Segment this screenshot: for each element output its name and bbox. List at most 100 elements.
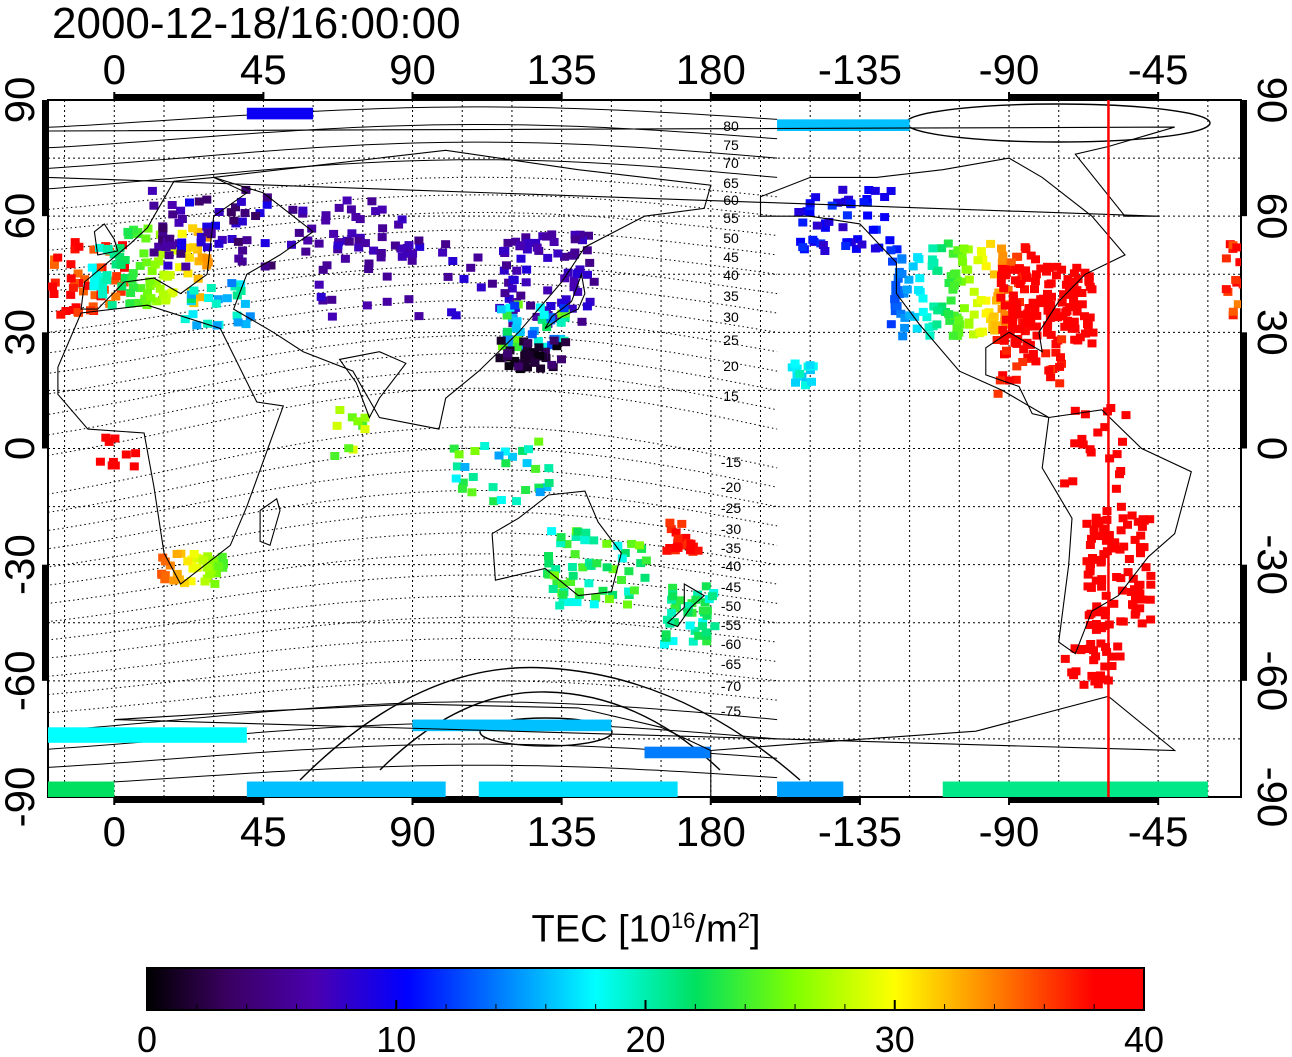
tec-cell xyxy=(480,442,490,450)
tec-cell xyxy=(868,225,878,234)
tec-cell xyxy=(321,216,331,225)
top-lon-label: -135 xyxy=(818,46,902,93)
tec-cell xyxy=(402,249,412,258)
tec-cell xyxy=(183,557,193,566)
tec-cell xyxy=(1024,304,1034,312)
tec-cell xyxy=(163,261,173,270)
left-lat-label: -90 xyxy=(0,767,43,828)
tec-cell xyxy=(969,287,979,296)
tec-cell xyxy=(161,243,171,251)
tec-cell xyxy=(897,254,907,263)
tec-cell xyxy=(240,299,250,308)
tec-cell xyxy=(841,242,851,250)
mlat-contour xyxy=(48,701,778,732)
tec-cell xyxy=(904,275,914,284)
tec-cell xyxy=(294,228,304,237)
tec-cell xyxy=(237,217,247,226)
mlat-contour xyxy=(48,659,778,696)
tec-cell xyxy=(948,331,958,340)
tec-cell xyxy=(1051,271,1061,280)
tec-cell xyxy=(998,251,1008,260)
tec-cell xyxy=(1099,550,1109,559)
tec-cell xyxy=(1021,266,1031,275)
tec-cell xyxy=(527,330,537,339)
tec-cell xyxy=(900,313,910,322)
tec-cell xyxy=(994,288,1004,297)
contour-label: -25 xyxy=(721,500,741,516)
tec-cell xyxy=(151,279,161,288)
tec-cell xyxy=(1099,524,1109,533)
tec-cell xyxy=(905,311,915,320)
tec-cell xyxy=(1231,276,1241,284)
tec-cell xyxy=(321,211,331,220)
frame-segment xyxy=(710,94,860,100)
contour-label: 20 xyxy=(723,358,739,374)
tec-strip xyxy=(777,781,844,797)
tec-cell xyxy=(233,318,243,327)
tec-cell xyxy=(203,228,213,237)
tec-cell xyxy=(522,344,532,353)
tec-cell xyxy=(1113,642,1123,651)
tec-cell xyxy=(460,463,470,471)
tec-cell xyxy=(518,446,528,455)
tec-cell xyxy=(530,349,539,358)
tec-strip xyxy=(644,746,711,759)
tec-cell xyxy=(958,257,968,266)
tec-cell xyxy=(561,338,571,347)
tec-cell xyxy=(1137,522,1147,531)
tec-cell xyxy=(1085,621,1095,629)
tec-cell xyxy=(344,237,354,246)
tec-cell xyxy=(1069,283,1079,292)
tec-cell xyxy=(335,406,345,414)
tec-cell xyxy=(211,221,220,230)
tec-cell xyxy=(896,309,906,318)
tec-cell xyxy=(194,197,204,206)
tec-cell xyxy=(448,257,458,265)
tec-cell xyxy=(1023,309,1033,318)
tec-cell xyxy=(1128,600,1137,609)
tec-cell xyxy=(690,626,700,635)
contour-label: 75 xyxy=(723,137,739,153)
frame-segment xyxy=(412,94,562,100)
tec-cell xyxy=(344,444,354,453)
contour-label: 80 xyxy=(723,118,739,134)
tec-cell xyxy=(241,185,251,194)
tec-cell xyxy=(660,640,669,649)
tec-cell xyxy=(1032,311,1042,320)
tec-cell xyxy=(503,238,513,247)
tec-cell xyxy=(200,577,210,586)
tec-cell xyxy=(1067,324,1077,333)
tec-cell xyxy=(1137,619,1147,628)
tec-cell xyxy=(513,335,523,344)
tec-cell xyxy=(49,260,59,269)
tec-cell xyxy=(986,239,996,248)
tec-cell xyxy=(978,255,988,264)
tec-cell xyxy=(546,313,556,322)
tec-cell xyxy=(798,243,808,252)
tec-cell xyxy=(885,236,895,245)
frame-segment xyxy=(42,332,48,449)
tec-cell xyxy=(1146,571,1156,580)
tec-cell xyxy=(1022,273,1032,282)
tec-cell xyxy=(1101,643,1110,651)
tec-cell xyxy=(523,339,533,348)
tec-cell xyxy=(394,220,404,229)
tec-cell xyxy=(1091,576,1101,585)
tec-cell xyxy=(602,563,612,572)
tec-cell xyxy=(1063,275,1073,284)
tec-cell xyxy=(585,297,595,306)
tec-cell xyxy=(180,315,190,324)
tec-cell xyxy=(608,590,618,599)
tec-cell xyxy=(202,254,212,263)
tec-cell xyxy=(996,293,1006,302)
tec-cell xyxy=(1084,611,1094,620)
mlat-contour xyxy=(48,124,778,149)
tec-cell xyxy=(107,461,117,470)
tec-cell xyxy=(559,304,569,313)
contour-label: -40 xyxy=(721,558,741,574)
tec-cell xyxy=(924,323,934,332)
tec-cell xyxy=(48,282,58,291)
tec-cell xyxy=(1135,543,1145,552)
tec-cell xyxy=(1070,301,1080,310)
tec-cell xyxy=(575,230,585,239)
